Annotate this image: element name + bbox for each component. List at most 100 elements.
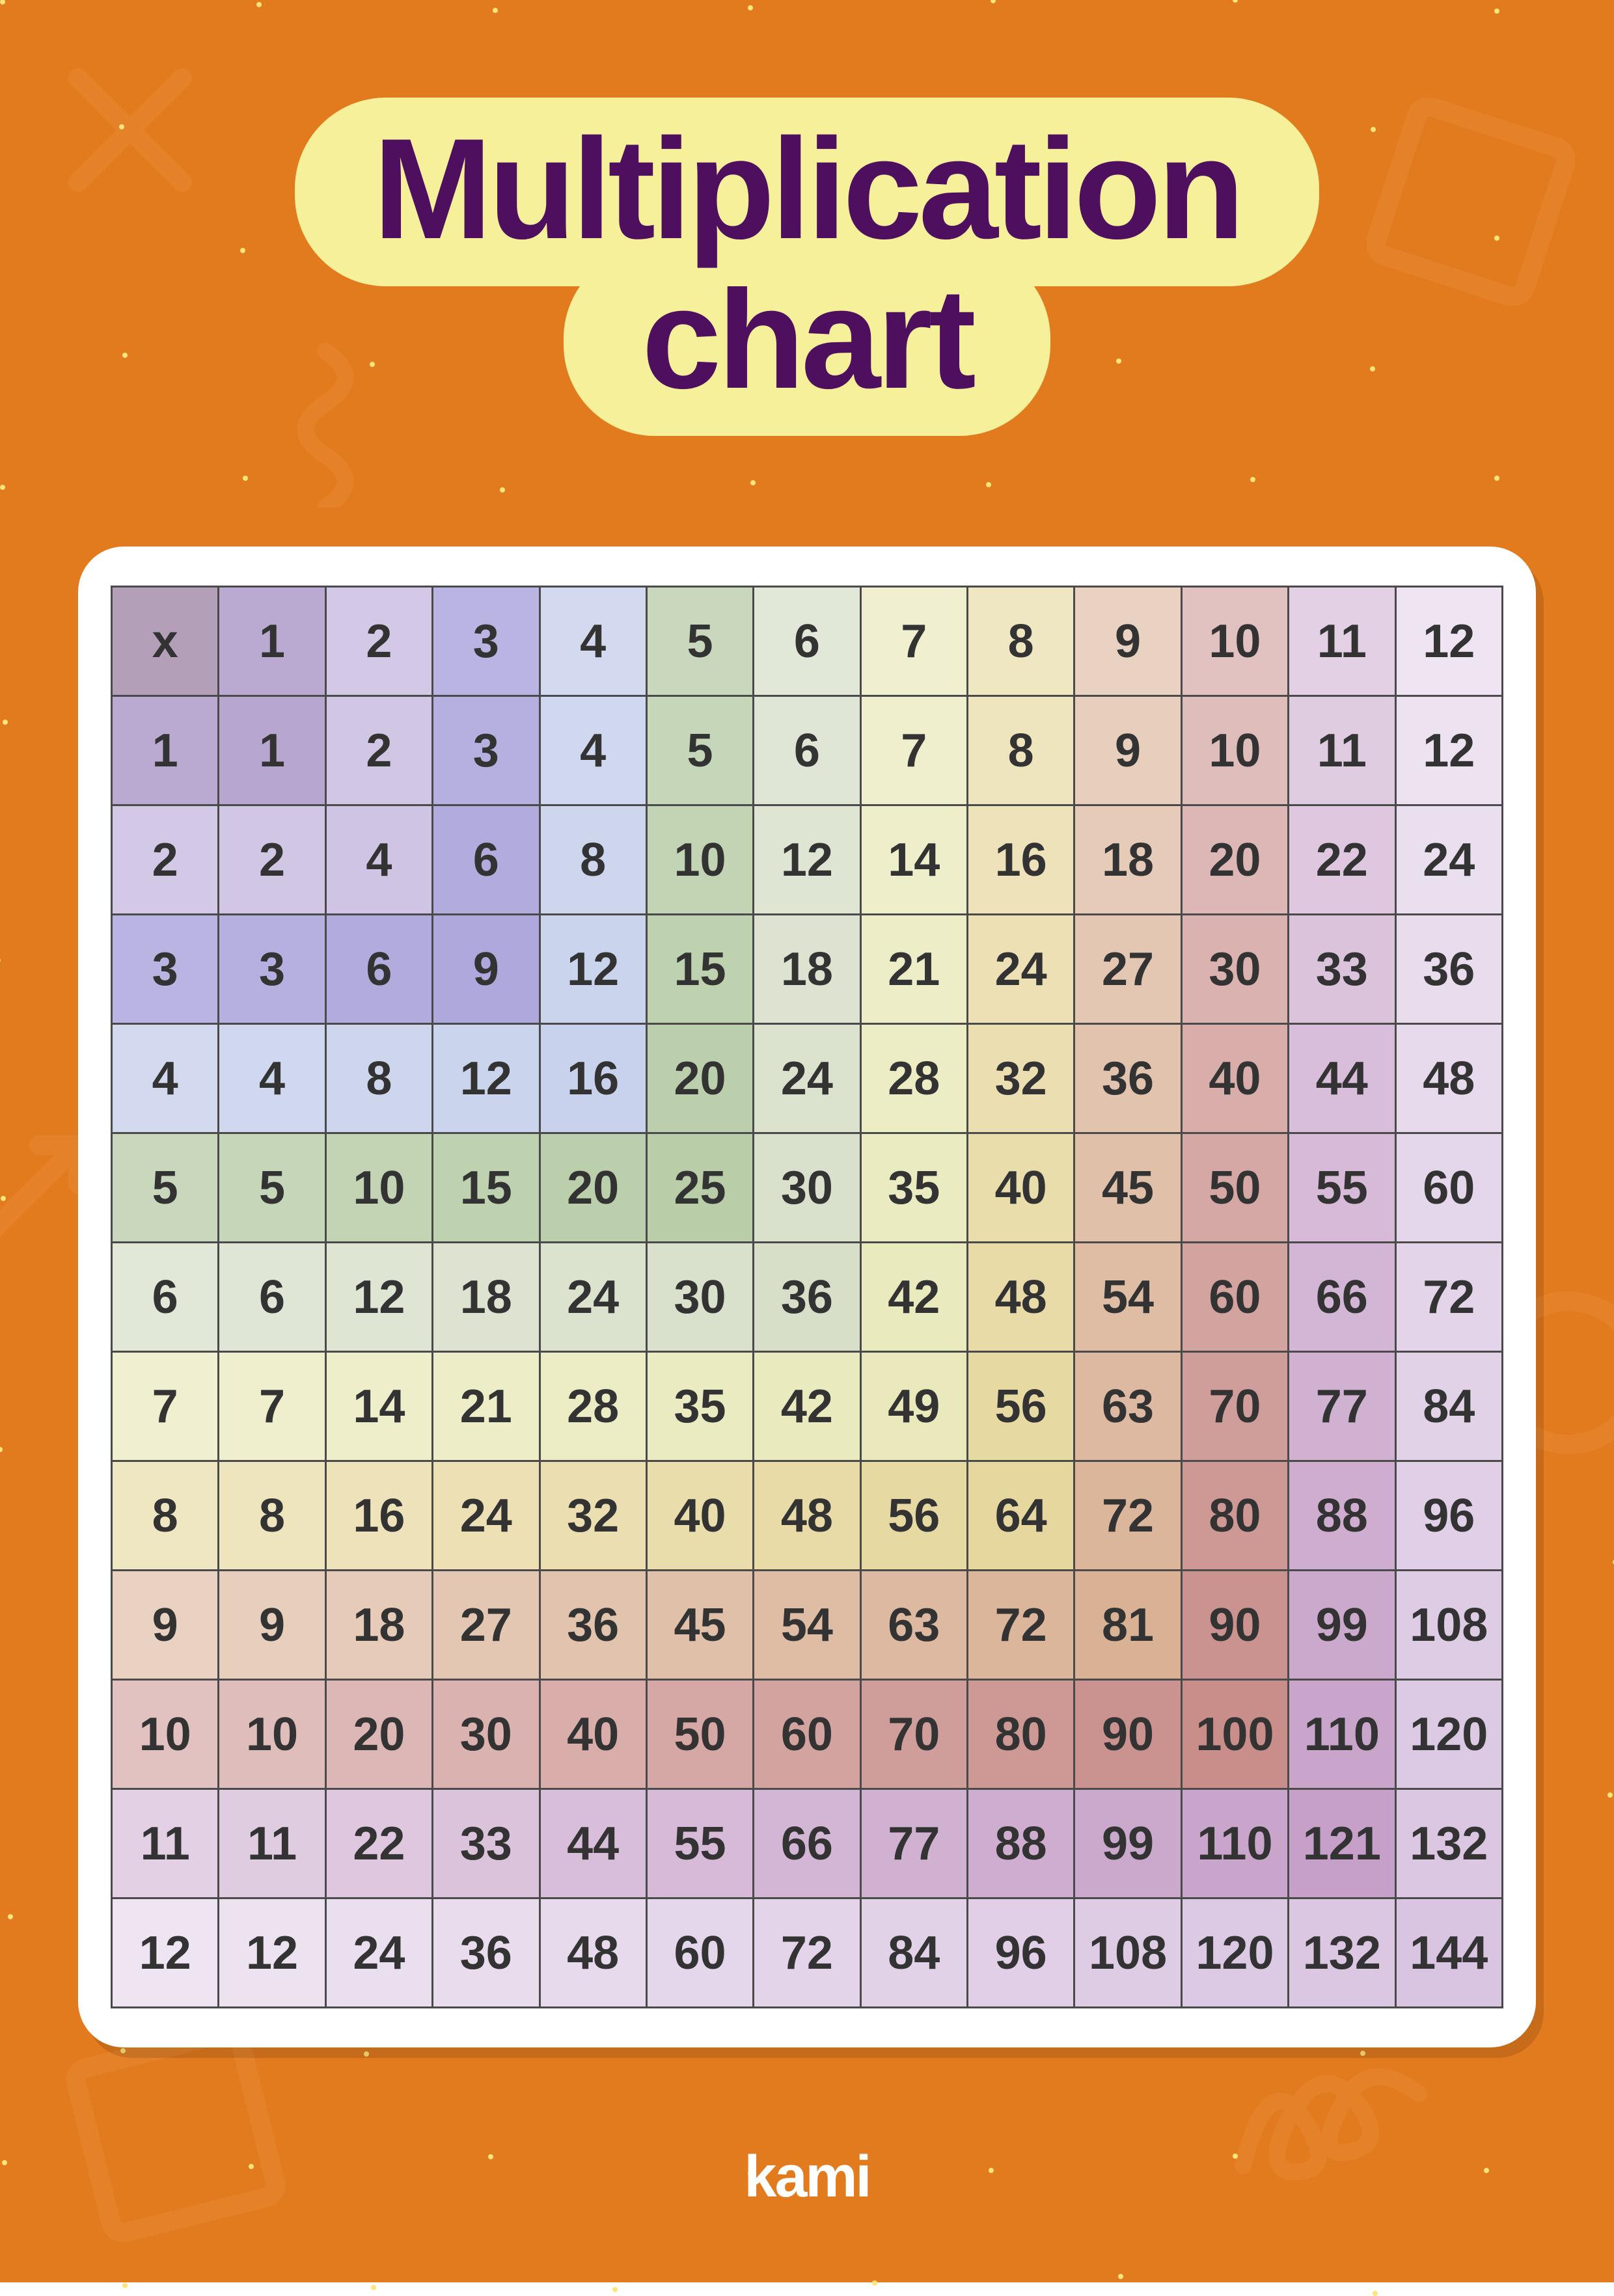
table-cell: 36 — [1395, 915, 1503, 1024]
table-cell: 15 — [646, 915, 753, 1024]
table-cell: 10 — [1181, 696, 1288, 805]
table-cell: 24 — [968, 915, 1074, 1024]
table-row-header: 7 — [112, 1352, 219, 1461]
title-line-1: Multiplication — [373, 109, 1241, 269]
table-row-header: 3 — [112, 915, 219, 1024]
table-cell: 108 — [1074, 1898, 1181, 2008]
table-cell: 108 — [1395, 1571, 1503, 1680]
table-corner-cell: x — [112, 587, 219, 696]
table-cell: 99 — [1289, 1571, 1395, 1680]
table-cell: 4 — [219, 1024, 325, 1133]
table-cell: 72 — [968, 1571, 1074, 1680]
table-cell: 48 — [754, 1461, 860, 1571]
table-row: 661218243036424854606672 — [112, 1243, 1503, 1352]
table-row: 44812162024283236404448 — [112, 1024, 1503, 1133]
table-cell: 35 — [646, 1352, 753, 1461]
table-cell: 3 — [219, 915, 325, 1024]
table-cell: 42 — [860, 1243, 967, 1352]
title: Multiplication chart — [91, 98, 1523, 436]
table-cell: 33 — [1289, 915, 1395, 1024]
table-cell: 44 — [540, 1789, 646, 1898]
table-cell: 11 — [219, 1789, 325, 1898]
table-cell: 72 — [1395, 1243, 1503, 1352]
table-cell: 22 — [1289, 805, 1395, 915]
table-cell: 6 — [433, 805, 540, 915]
table-cell: 6 — [219, 1243, 325, 1352]
table-cell: 44 — [1289, 1024, 1395, 1133]
table-row: 224681012141618202224 — [112, 805, 1503, 915]
table-cell: 12 — [433, 1024, 540, 1133]
table-row: 1123456789101112 — [112, 696, 1503, 805]
chart-card: x123456789101112112345678910111222468101… — [78, 547, 1536, 2047]
table-cell: 21 — [860, 915, 967, 1024]
table-cell: 12 — [325, 1243, 432, 1352]
table-row: 11112233445566778899110121132 — [112, 1789, 1503, 1898]
table-row: 10102030405060708090100110120 — [112, 1680, 1503, 1789]
table-row-header: 4 — [112, 1024, 219, 1133]
table-row: 121224364860728496108120132144 — [112, 1898, 1503, 2008]
table-cell: 10 — [325, 1133, 432, 1243]
table-cell: 64 — [968, 1461, 1074, 1571]
table-row: 9918273645546372819099108 — [112, 1571, 1503, 1680]
table-cell: 2 — [325, 696, 432, 805]
table-cell: 9 — [433, 915, 540, 1024]
table-cell: 60 — [646, 1898, 753, 2008]
table-cell: 28 — [540, 1352, 646, 1461]
table-cell: 36 — [754, 1243, 860, 1352]
table-cell: 18 — [754, 915, 860, 1024]
table-cell: 50 — [1181, 1133, 1288, 1243]
table-cell: 1 — [219, 696, 325, 805]
table-cell: 20 — [325, 1680, 432, 1789]
table-cell: 88 — [968, 1789, 1074, 1898]
table-cell: 32 — [540, 1461, 646, 1571]
table-cell: 63 — [860, 1571, 967, 1680]
table-cell: 120 — [1181, 1898, 1288, 2008]
table-cell: 70 — [1181, 1352, 1288, 1461]
table-cell: 54 — [1074, 1243, 1181, 1352]
table-cell: 30 — [1181, 915, 1288, 1024]
table-cell: 81 — [1074, 1571, 1181, 1680]
table-cell: 6 — [754, 696, 860, 805]
table-cell: 40 — [968, 1133, 1074, 1243]
table-cell: 96 — [968, 1898, 1074, 2008]
table-cell: 8 — [968, 696, 1074, 805]
table-cell: 88 — [1289, 1461, 1395, 1571]
table-cell: 5 — [646, 696, 753, 805]
table-cell: 70 — [860, 1680, 967, 1789]
table-cell: 11 — [1289, 696, 1395, 805]
table-cell: 30 — [646, 1243, 753, 1352]
table-cell: 12 — [1395, 696, 1503, 805]
table-cell: 48 — [968, 1243, 1074, 1352]
table-cell: 42 — [754, 1352, 860, 1461]
table-cell: 66 — [754, 1789, 860, 1898]
table-cell: 63 — [1074, 1352, 1181, 1461]
table-cell: 10 — [219, 1680, 325, 1789]
table-cell: 144 — [1395, 1898, 1503, 2008]
table-col-header: 5 — [646, 587, 753, 696]
table-cell: 20 — [646, 1024, 753, 1133]
table-cell: 132 — [1289, 1898, 1395, 2008]
table-cell: 80 — [1181, 1461, 1288, 1571]
table-cell: 72 — [754, 1898, 860, 2008]
doodle-loops-bottom — [1224, 2035, 1445, 2204]
table-cell: 56 — [968, 1352, 1074, 1461]
table-cell: 55 — [1289, 1133, 1395, 1243]
table-cell: 30 — [433, 1680, 540, 1789]
table-cell: 5 — [219, 1133, 325, 1243]
table-cell: 33 — [433, 1789, 540, 1898]
table-cell: 36 — [433, 1898, 540, 2008]
table-row: 551015202530354045505560 — [112, 1133, 1503, 1243]
table-cell: 20 — [540, 1133, 646, 1243]
table-cell: 4 — [325, 805, 432, 915]
table-row: 771421283542495663707784 — [112, 1352, 1503, 1461]
table-col-header: 1 — [219, 587, 325, 696]
table-cell: 80 — [968, 1680, 1074, 1789]
table-row-header: 1 — [112, 696, 219, 805]
table-cell: 27 — [1074, 915, 1181, 1024]
table-cell: 77 — [860, 1789, 967, 1898]
table-cell: 45 — [1074, 1133, 1181, 1243]
title-pill-top: Multiplication — [295, 98, 1319, 286]
table-cell: 50 — [646, 1680, 753, 1789]
table-cell: 110 — [1181, 1789, 1288, 1898]
table-cell: 4 — [540, 696, 646, 805]
